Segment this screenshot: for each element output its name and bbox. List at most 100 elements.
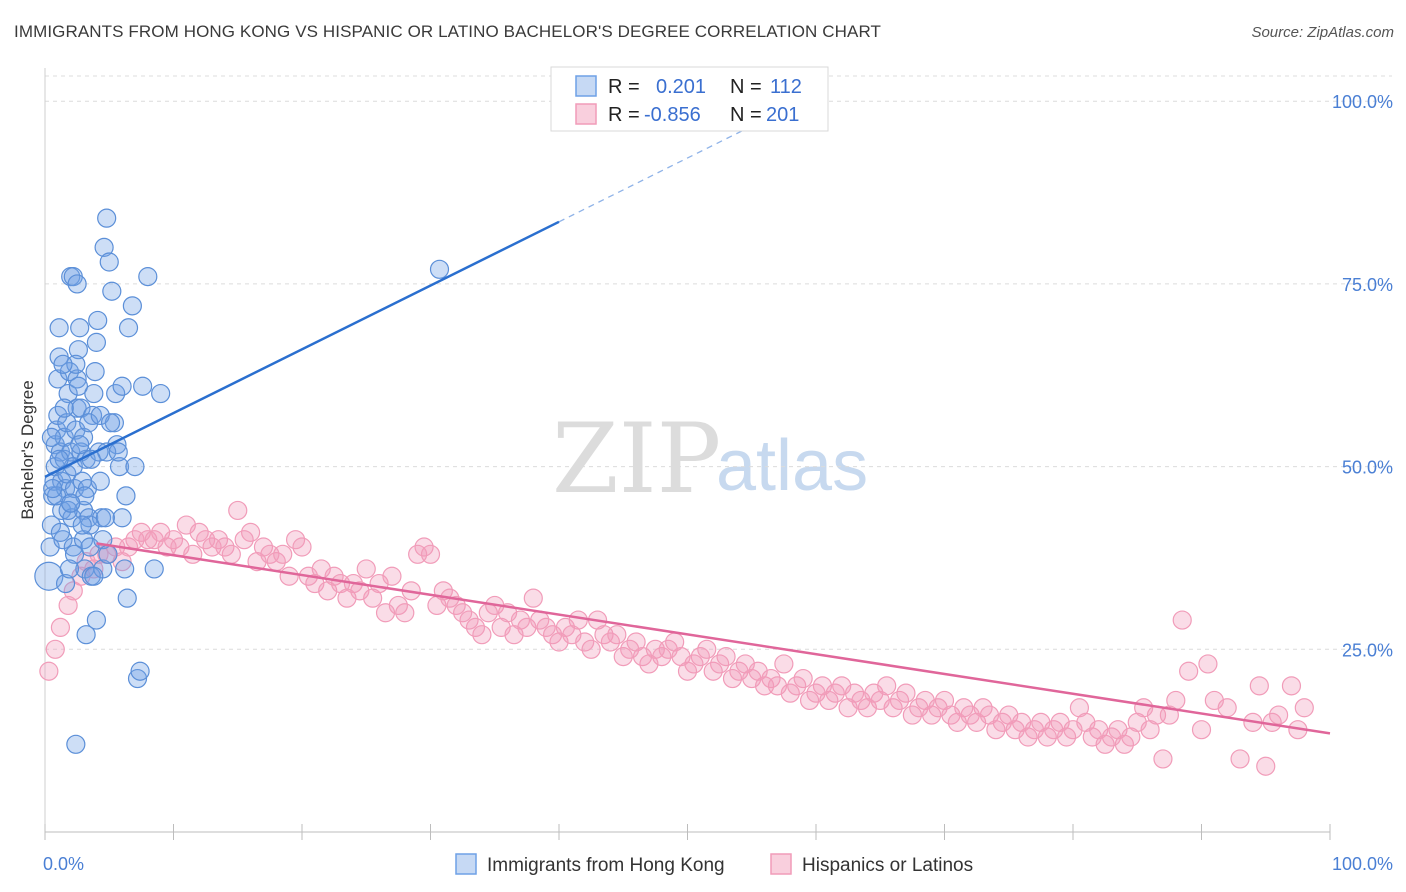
data-point-hispanics [395,603,415,623]
data-point-hispanics [883,698,903,718]
data-point-hispanics [39,661,59,681]
data-point-hispanics [221,544,241,564]
data-point-hongkong [86,610,107,630]
grid-lines [45,75,1392,650]
data-point-hispanics [1114,734,1135,754]
data-point-hispanics [780,683,800,703]
data-point-hispanics [536,617,556,637]
data-point-hispanics [716,647,736,667]
legend-label-hispanics: Hispanics or Latinos [802,855,973,876]
data-point-hispanics [356,559,376,579]
data-point-hispanics [825,683,845,703]
data-point-hongkong [72,515,92,535]
data-point-hispanics [703,661,723,681]
data-point-hispanics [652,647,672,667]
legend-swatch-pink [575,103,597,125]
data-point-hispanics [710,654,730,674]
legend-label-hongkong: Immigrants from Hong Kong [487,855,725,876]
data-point-hispanics [472,625,492,645]
data-point-hongkong [59,559,80,579]
data-point-hongkong [58,383,78,404]
trend-lines [44,125,1331,735]
data-point-hispanics [1281,676,1302,696]
data-point-hispanics [523,588,543,608]
data-point-hispanics [285,530,306,550]
data-point-hongkong [138,267,158,287]
data-point-hispanics [787,676,807,696]
data-point-hongkong [106,383,126,404]
trend-line-hongkong [44,220,560,478]
data-point-hongkong [55,573,76,594]
data-point-hongkong [48,369,68,389]
data-point-hongkong [76,625,96,645]
data-point-hispanics [1095,734,1115,754]
data-point-hongkong [84,566,104,586]
data-point-hongkong [94,237,114,257]
data-point-hispanics [613,647,633,667]
data-point-hispanics [50,617,71,637]
data-point-hispanics [228,500,248,521]
data-point-hongkong [63,537,83,557]
data-point-hispanics [234,530,254,550]
data-point-hispanics [607,625,627,645]
stats-legend: R = 0.201 N = 112 R = -0.856 N = 201 [550,66,829,132]
data-point-hongkong [49,318,69,338]
legend-r-value: 0.201 [656,76,706,98]
watermark-atlas: atlas [716,426,868,506]
data-point-hongkong [53,530,73,550]
y-tick-label: 75.0% [1342,275,1393,295]
data-point-hispanics [1166,690,1186,711]
x-tick-label: 0.0% [43,854,84,874]
data-point-hongkong [125,457,145,477]
data-point-hongkong [70,435,90,455]
data-point-hongkong [80,515,100,535]
data-point-hongkong [429,259,450,279]
data-point-hispanics [292,537,312,557]
data-point-hongkong [86,332,107,352]
data-point-hispanics [382,566,402,586]
legend-r-label: R = [608,76,640,98]
data-point-hongkong [50,522,71,542]
source-label: Source: ZipAtlas.com [1251,24,1394,41]
y-tick-label: 100.0% [1332,92,1393,112]
data-point-hispanics [973,698,993,718]
data-point-hongkong [151,383,171,404]
axes: 25.0% 50.0% 75.0% 100.0% 0.0% 100.0% [43,68,1393,874]
data-point-hispanics [45,639,65,659]
data-point-hongkong [100,413,121,433]
data-point-hongkong [112,508,132,528]
legend-swatch-blue [575,75,597,97]
data-point-hongkong [133,376,153,396]
data-point-hispanics [922,705,942,725]
data-point-hispanics [844,683,865,703]
data-point-hispanics [877,676,897,696]
data-point-hispanics [279,566,299,586]
data-point-hongkong [115,559,135,579]
legend-swatch-hispanics [770,853,792,875]
data-point-hispanics [459,610,479,630]
data-point-hispanics [1056,727,1077,747]
series-hispanics-points [39,500,1314,776]
data-point-hispanics [600,632,621,652]
data-point-hispanics [208,530,229,550]
data-point-hongkong [117,588,137,608]
y-tick-label: 50.0% [1342,458,1393,478]
data-point-hispanics [1256,756,1276,776]
data-point-hongkong [112,376,132,396]
y-axis-label: Bachelor's Degree [18,380,37,519]
data-point-hongkong [66,734,86,754]
data-point-hispanics [1179,661,1199,681]
data-point-hongkong [88,310,108,331]
data-point-hongkong [49,449,69,469]
data-point-hispanics [690,647,710,667]
series-legend: Immigrants from Hong Kong Hispanics or L… [455,853,973,876]
data-point-hispanics [986,720,1006,740]
data-point-hispanics [1268,705,1289,725]
legend-n-value: 112 [770,76,802,98]
data-point-hongkong [58,500,78,521]
data-point-hispanics [388,595,408,616]
legend-r-value: -0.856 [644,104,701,126]
data-point-hongkong [64,544,85,564]
data-point-hongkong [84,383,104,404]
data-point-hispanics [1230,749,1250,769]
